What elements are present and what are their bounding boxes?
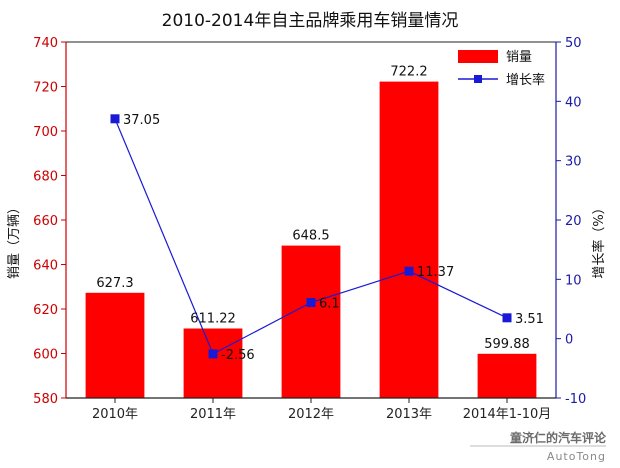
bar-3: [379, 81, 439, 398]
y-right-tick-label-3: 20: [565, 214, 582, 229]
legend-label-growth: 增长率: [506, 72, 545, 88]
growth-rate-marker-2: [306, 298, 316, 307]
growth-rate-value-label-3: 11.37: [417, 265, 454, 280]
growth-rate-marker-3: [404, 266, 414, 276]
x-tick-label-4: 2014年1-10月: [463, 407, 552, 422]
watermark-line2: AutoTong: [547, 450, 606, 463]
growth-rate-marker-0: [110, 114, 120, 124]
y-left-tick-label-3: 640: [33, 259, 58, 274]
bars-layer: [85, 81, 537, 398]
y-left-tick-label-4: 660: [33, 214, 58, 229]
bar-value-label-3: 722.2: [390, 65, 427, 80]
y-right-tick-label-0: -10: [565, 392, 586, 407]
growth-rate-value-label-1: -2.56: [221, 348, 255, 363]
growth-rate-marker-4: [502, 313, 512, 323]
legend-marker-swatch: [474, 75, 482, 83]
bar-2: [281, 245, 341, 398]
y-left-tick-label-8: 740: [33, 36, 58, 51]
growth-rate-marker-1: [208, 349, 218, 359]
growth-rate-value-label-0: 37.05: [123, 113, 160, 128]
y-axis-left-title: 销量（万辆）: [7, 201, 22, 279]
growth-rate-value-label-2: 6.1: [319, 297, 340, 312]
bar-value-label-4: 599.88: [484, 337, 530, 352]
y-left-tick-label-0: 580: [33, 392, 58, 407]
x-tick-label-0: 2010年: [92, 407, 138, 422]
bar-value-label-2: 648.5: [292, 229, 329, 244]
y-right-tick-label-1: 0: [565, 333, 573, 348]
y-left-tick-label-1: 600: [33, 348, 58, 363]
y-left-tick-label-5: 680: [33, 170, 58, 185]
x-tick-label-2: 2012年: [288, 407, 334, 422]
y-left-tick-label-6: 700: [33, 125, 58, 140]
growth-rate-value-label-4: 3.51: [515, 312, 544, 327]
bar-value-label-1: 611.22: [190, 312, 236, 327]
y-right-tick-label-4: 30: [565, 155, 582, 170]
legend-bar-swatch: [458, 50, 498, 63]
y-right-tick-label-5: 40: [565, 95, 582, 110]
y-axis-right-title: 增长率（%）: [591, 201, 607, 278]
axes-layer: 580 600 620 640 660 680 700 720 740 -10 0 10 20 30 40 5…: [33, 36, 586, 422]
bar-0: [85, 292, 145, 398]
line-layer: [110, 114, 512, 359]
y-left-tick-label-2: 620: [33, 303, 58, 318]
bar-value-label-0: 627.3: [96, 276, 133, 291]
bar-1: [183, 328, 243, 398]
bar-4: [477, 353, 537, 398]
chart-title: 2010-2014年自主品牌乘用车销量情况: [162, 11, 459, 31]
x-tick-label-3: 2013年: [386, 407, 432, 422]
data-labels-layer: 627.3 611.22 648.5 722.2 599.88 37.05 -2.56 6.1…: [96, 65, 544, 363]
legend: 销量 增长率: [452, 44, 548, 90]
watermark-line1: 童济仁的汽车评论: [510, 430, 607, 445]
watermark: 童济仁的汽车评论 AutoTong: [470, 430, 607, 463]
legend-label-sales: 销量: [506, 50, 532, 65]
y-right-tick-label-6: 50: [565, 36, 582, 51]
y-left-tick-label-7: 720: [33, 81, 58, 96]
x-tick-label-1: 2011年: [190, 407, 236, 422]
y-right-tick-label-2: 10: [565, 273, 582, 288]
